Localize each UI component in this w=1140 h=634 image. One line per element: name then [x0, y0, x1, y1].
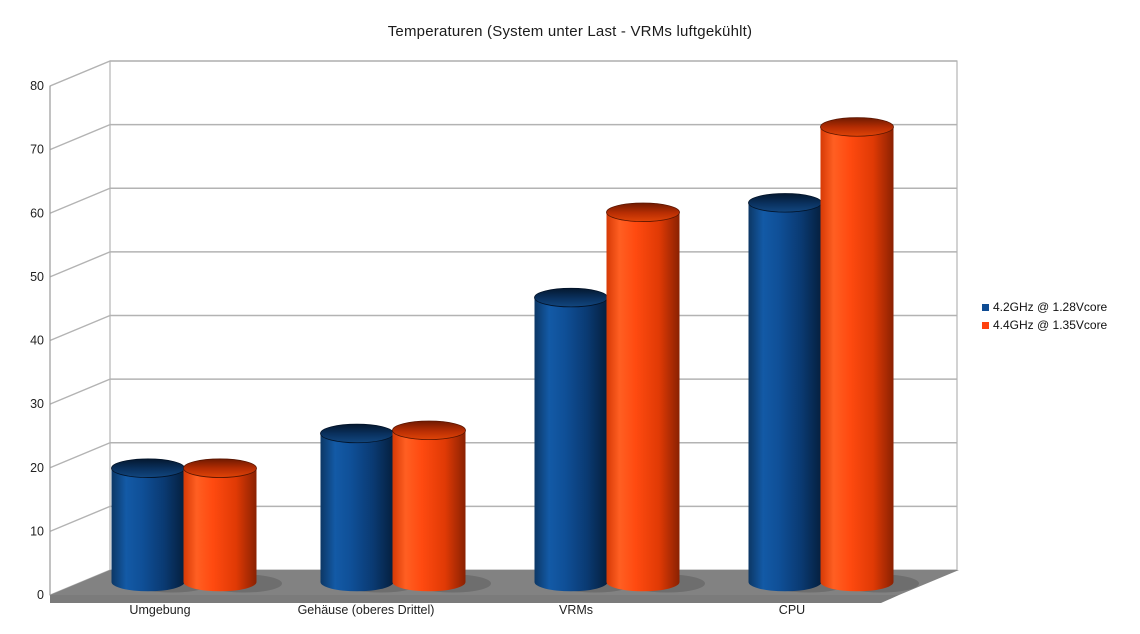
- chart-title: Temperaturen (System unter Last - VRMs l…: [387, 23, 753, 40]
- gridline-side: [49, 187, 111, 214]
- y-axis-label: 20: [30, 461, 44, 475]
- gridline-side: [49, 123, 111, 151]
- y-axis-label: 70: [30, 143, 44, 157]
- bar-cpu-s1-top: [748, 193, 822, 213]
- gridline-side: [49, 314, 111, 342]
- floor-front-face: [50, 595, 899, 603]
- bar-cpu-s1-body: [748, 202, 822, 592]
- bar-vrms-s1-body: [534, 297, 608, 592]
- gridline-side: [49, 442, 111, 469]
- bar-vrms-s2-top: [606, 202, 680, 222]
- bar-geh-use-oberes-drittel--s1-top: [320, 423, 394, 444]
- bar-umgebung-s1-body: [111, 468, 185, 592]
- y-axis-label: 50: [30, 270, 44, 284]
- floor: [50, 570, 959, 595]
- legend-swatch-orange: [982, 321, 989, 329]
- legend-item: 4.2GHz @ 1.28Vcore: [982, 298, 1107, 316]
- bar-umgebung-s1-top: [111, 458, 185, 478]
- y-axis-label: 10: [30, 524, 44, 538]
- bar-geh-use-oberes-drittel--s2-top: [392, 420, 466, 441]
- y-axis-label: 0: [37, 588, 44, 602]
- legend-label: 4.4GHz @ 1.35Vcore: [993, 318, 1108, 332]
- legend-label: 4.2GHz @ 1.28Vcore: [993, 300, 1108, 314]
- category-label: Umgebung: [129, 603, 190, 617]
- bar-umgebung-s2-top: [183, 458, 257, 478]
- gridline-side: [49, 378, 111, 405]
- y-axis-label: 80: [30, 79, 44, 93]
- gridline-side: [49, 505, 111, 533]
- y-axis-label: 30: [30, 397, 44, 411]
- legend: 4.2GHz @ 1.28Vcore 4.4GHz @ 1.35Vcore: [982, 298, 1107, 334]
- bar-geh-use-oberes-drittel--s2-body: [392, 430, 466, 592]
- bar-cpu-s2-body: [820, 126, 894, 592]
- bar-vrms-s1-top: [534, 287, 608, 308]
- category-label: Gehäuse (oberes Drittel): [298, 603, 435, 617]
- bar-umgebung-s2-body: [183, 468, 257, 592]
- y-axis-label: 60: [30, 206, 44, 220]
- category-label: CPU: [779, 603, 805, 617]
- bar-vrms-s2-body: [606, 212, 680, 592]
- gridline-side: [49, 251, 111, 278]
- bar-cpu-s2-top: [820, 117, 894, 137]
- bar-geh-use-oberes-drittel--s1-body: [320, 433, 394, 592]
- legend-item: 4.4GHz @ 1.35Vcore: [982, 316, 1107, 334]
- gridline-side: [49, 60, 111, 87]
- y-axis-label: 40: [30, 334, 44, 348]
- legend-swatch-blue: [982, 303, 989, 311]
- category-label: VRMs: [559, 603, 593, 617]
